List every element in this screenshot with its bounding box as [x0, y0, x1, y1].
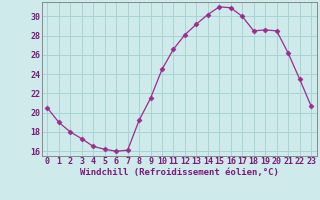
X-axis label: Windchill (Refroidissement éolien,°C): Windchill (Refroidissement éolien,°C)	[80, 168, 279, 177]
